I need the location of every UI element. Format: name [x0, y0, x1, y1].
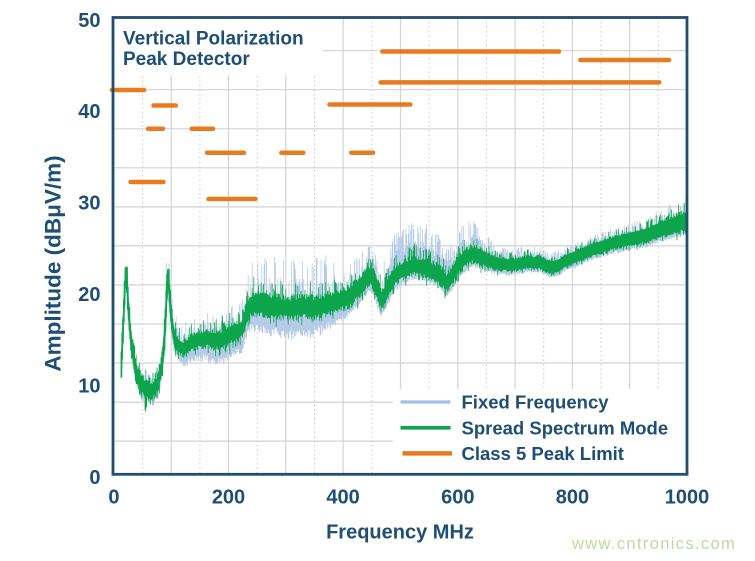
svg-text:www.cntronics.com: www.cntronics.com — [571, 535, 736, 553]
svg-text:30: 30 — [78, 193, 100, 215]
svg-text:400: 400 — [326, 487, 359, 509]
svg-text:Frequency MHz: Frequency MHz — [326, 522, 474, 544]
svg-text:40: 40 — [78, 101, 100, 123]
svg-text:Class 5 Peak Limit: Class 5 Peak Limit — [462, 443, 624, 464]
svg-text:800: 800 — [556, 487, 589, 509]
svg-text:Vertical Polarization: Vertical Polarization — [123, 29, 304, 50]
svg-text:600: 600 — [441, 487, 474, 509]
svg-text:1000: 1000 — [665, 487, 710, 509]
svg-text:Fixed Frequency: Fixed Frequency — [462, 392, 610, 413]
svg-text:200: 200 — [212, 487, 245, 509]
svg-text:0: 0 — [108, 487, 119, 509]
svg-text:Amplitude (dBμV/m): Amplitude (dBμV/m) — [41, 155, 66, 371]
svg-text:20: 20 — [78, 284, 100, 306]
svg-text:10: 10 — [78, 376, 100, 398]
svg-text:0: 0 — [89, 467, 100, 489]
svg-text:50: 50 — [78, 10, 100, 32]
svg-text:Peak Detector: Peak Detector — [123, 49, 250, 70]
svg-text:Spread Spectrum Mode: Spread Spectrum Mode — [462, 417, 669, 438]
